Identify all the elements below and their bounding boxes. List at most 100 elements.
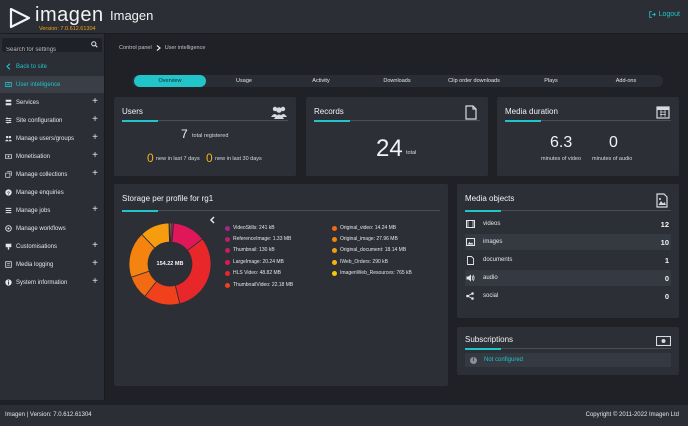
- chevron-left-icon[interactable]: [209, 216, 216, 224]
- logging-icon: [5, 261, 12, 268]
- media-row-value: 12: [660, 219, 669, 229]
- play-logo-icon: [9, 7, 31, 29]
- legend-item[interactable]: Original_image: 27.96 MB: [332, 236, 398, 242]
- tab-usage[interactable]: Usage: [236, 78, 252, 84]
- tab-downloads[interactable]: Downloads: [383, 78, 411, 84]
- divider: [122, 120, 288, 121]
- sidebar-item-manage-jobs[interactable]: Manage jobs +: [0, 202, 104, 219]
- sidebar-item-services[interactable]: Services +: [0, 94, 104, 111]
- legend-item[interactable]: Original_video: 14.24 MB: [332, 225, 396, 231]
- storage-title: Storage per profile for rg1: [122, 194, 214, 203]
- sidebar-item-media-logging[interactable]: Media logging +: [0, 256, 104, 273]
- media-row-label: audio: [483, 275, 498, 281]
- money-icon: [656, 336, 671, 346]
- services-icon: [5, 99, 12, 106]
- accent-underline: [314, 120, 350, 122]
- expand-plus-icon[interactable]: +: [92, 204, 98, 215]
- logo-text: imagen: [35, 4, 104, 26]
- legend-dot: [225, 247, 230, 253]
- legend-label: IWeb_Orders: 290 kB: [340, 259, 388, 265]
- legend-dot: [225, 282, 230, 288]
- media-row-label: videos: [483, 221, 501, 227]
- storage-card: Storage per profile for rg1 154.22 MB Vi…: [114, 184, 448, 386]
- calendar-icon: [656, 106, 670, 119]
- legend-item[interactable]: ImagenWeb_Resources: 765 kB: [332, 270, 412, 276]
- media-row-value: 0: [664, 291, 669, 301]
- sidebar-item-customisations[interactable]: Customisations +: [0, 238, 104, 255]
- media-row-images[interactable]: images 10: [465, 234, 671, 250]
- users-last30: 0: [206, 151, 213, 165]
- donut-slice-imagenweb-resources[interactable]: [169, 222, 172, 243]
- expand-plus-icon[interactable]: +: [92, 276, 98, 287]
- legend-item[interactable]: IWeb_Orders: 290 kB: [332, 259, 388, 265]
- legend-item[interactable]: Thumbnail: 130 kB: [225, 247, 275, 253]
- media-row-videos[interactable]: videos 12: [465, 216, 671, 232]
- divider: [505, 120, 671, 121]
- expand-plus-icon[interactable]: +: [92, 150, 98, 161]
- media-row-label: social: [483, 293, 499, 299]
- lightbulb-icon: [5, 81, 12, 88]
- paint-icon: [5, 243, 12, 250]
- tab-add-ons[interactable]: Add-ons: [615, 78, 637, 84]
- tab-clip-order-downloads[interactable]: Clip order downloads: [448, 78, 500, 84]
- donut-hole: [149, 243, 191, 285]
- media-row-social[interactable]: social 0: [465, 288, 671, 304]
- legend-dot: [332, 259, 337, 265]
- sidebar-item-system-information[interactable]: System information +: [0, 274, 104, 291]
- divider: [122, 210, 440, 211]
- logout-link[interactable]: Logout: [648, 11, 680, 18]
- tab-bar: Overview Usage Activity Downloads Clip o…: [132, 75, 663, 87]
- legend-dot: [225, 236, 230, 242]
- divider: [465, 348, 671, 349]
- sidebar-item-user-intelligence[interactable]: User intelligence: [0, 76, 104, 93]
- search-icon[interactable]: [91, 41, 98, 48]
- legend-item[interactable]: LargeImage: 20.24 MB: [225, 259, 284, 265]
- legend-item[interactable]: ThumbnailVideo: 22.18 MB: [225, 282, 293, 288]
- tab-plays[interactable]: Plays: [544, 78, 558, 84]
- legend-label: ImagenWeb_Resources: 765 kB: [340, 270, 412, 276]
- share-icon: [466, 292, 474, 300]
- donut-center-label: 154.22 MB: [156, 261, 184, 267]
- sidebar-item-back-to-site[interactable]: Back to site: [0, 58, 104, 75]
- records-card: Records 24 total: [306, 97, 488, 176]
- storage-donut-chart: [128, 222, 212, 306]
- sidebar-item-manage-workflows[interactable]: Manage workflows: [0, 220, 104, 237]
- expand-plus-icon[interactable]: +: [92, 258, 98, 269]
- sidebar-item-label: Manage users/groups: [16, 135, 75, 142]
- sidebar-item-manage-enquiries[interactable]: ? Manage enquiries: [0, 184, 104, 201]
- sidebar-item-label: Monetisation: [16, 153, 51, 160]
- sidebar-item-manage-users-groups[interactable]: Manage users/groups +: [0, 130, 104, 147]
- legend-item[interactable]: HLS Video: 48.82 MB: [225, 270, 281, 276]
- logo[interactable]: imagen Version: 7.0.612.61304: [4, 4, 104, 32]
- info-icon: i: [470, 356, 477, 364]
- expand-plus-icon[interactable]: +: [92, 168, 98, 179]
- expand-plus-icon[interactable]: +: [92, 132, 98, 143]
- legend-dot: [332, 270, 337, 276]
- tab-activity[interactable]: Activity: [312, 78, 330, 84]
- search-input[interactable]: [2, 43, 102, 57]
- breadcrumb-root[interactable]: Control panel: [119, 45, 152, 51]
- tab-overview[interactable]: Overview: [134, 75, 206, 87]
- expand-plus-icon[interactable]: +: [92, 114, 98, 125]
- expand-plus-icon[interactable]: +: [92, 96, 98, 107]
- film-icon: [465, 220, 475, 228]
- records-title: Records: [314, 107, 344, 116]
- media-row-value: 1: [664, 255, 669, 265]
- sidebar-item-monetisation[interactable]: Monetisation +: [0, 148, 104, 165]
- media-row-audio[interactable]: audio 0: [465, 270, 671, 286]
- legend-item[interactable]: Original_document: 18.14 MB: [332, 247, 406, 253]
- sidebar-item-manage-collections[interactable]: Manage collections +: [0, 166, 104, 183]
- expand-plus-icon[interactable]: +: [92, 240, 98, 251]
- sidebar-item-site-configuration[interactable]: Site configuration +: [0, 112, 104, 129]
- subscription-status-row: i Not configured: [465, 353, 671, 367]
- legend-item[interactable]: VideoStills: 241 kB: [225, 225, 275, 231]
- media-row-documents[interactable]: documents 1: [465, 252, 671, 268]
- breadcrumb: Control panel User intelligence: [119, 45, 205, 51]
- jobs-icon: [5, 207, 12, 214]
- legend-label: LargeImage: 20.24 MB: [233, 259, 284, 265]
- legend-label: ThumbnailVideo: 22.18 MB: [233, 282, 294, 288]
- document-icon: [466, 255, 474, 265]
- legend-label: Thumbnail: 130 kB: [233, 247, 275, 253]
- legend-item[interactable]: ReferenceImage: 1.33 MB: [225, 236, 291, 242]
- legend-dot: [332, 247, 337, 253]
